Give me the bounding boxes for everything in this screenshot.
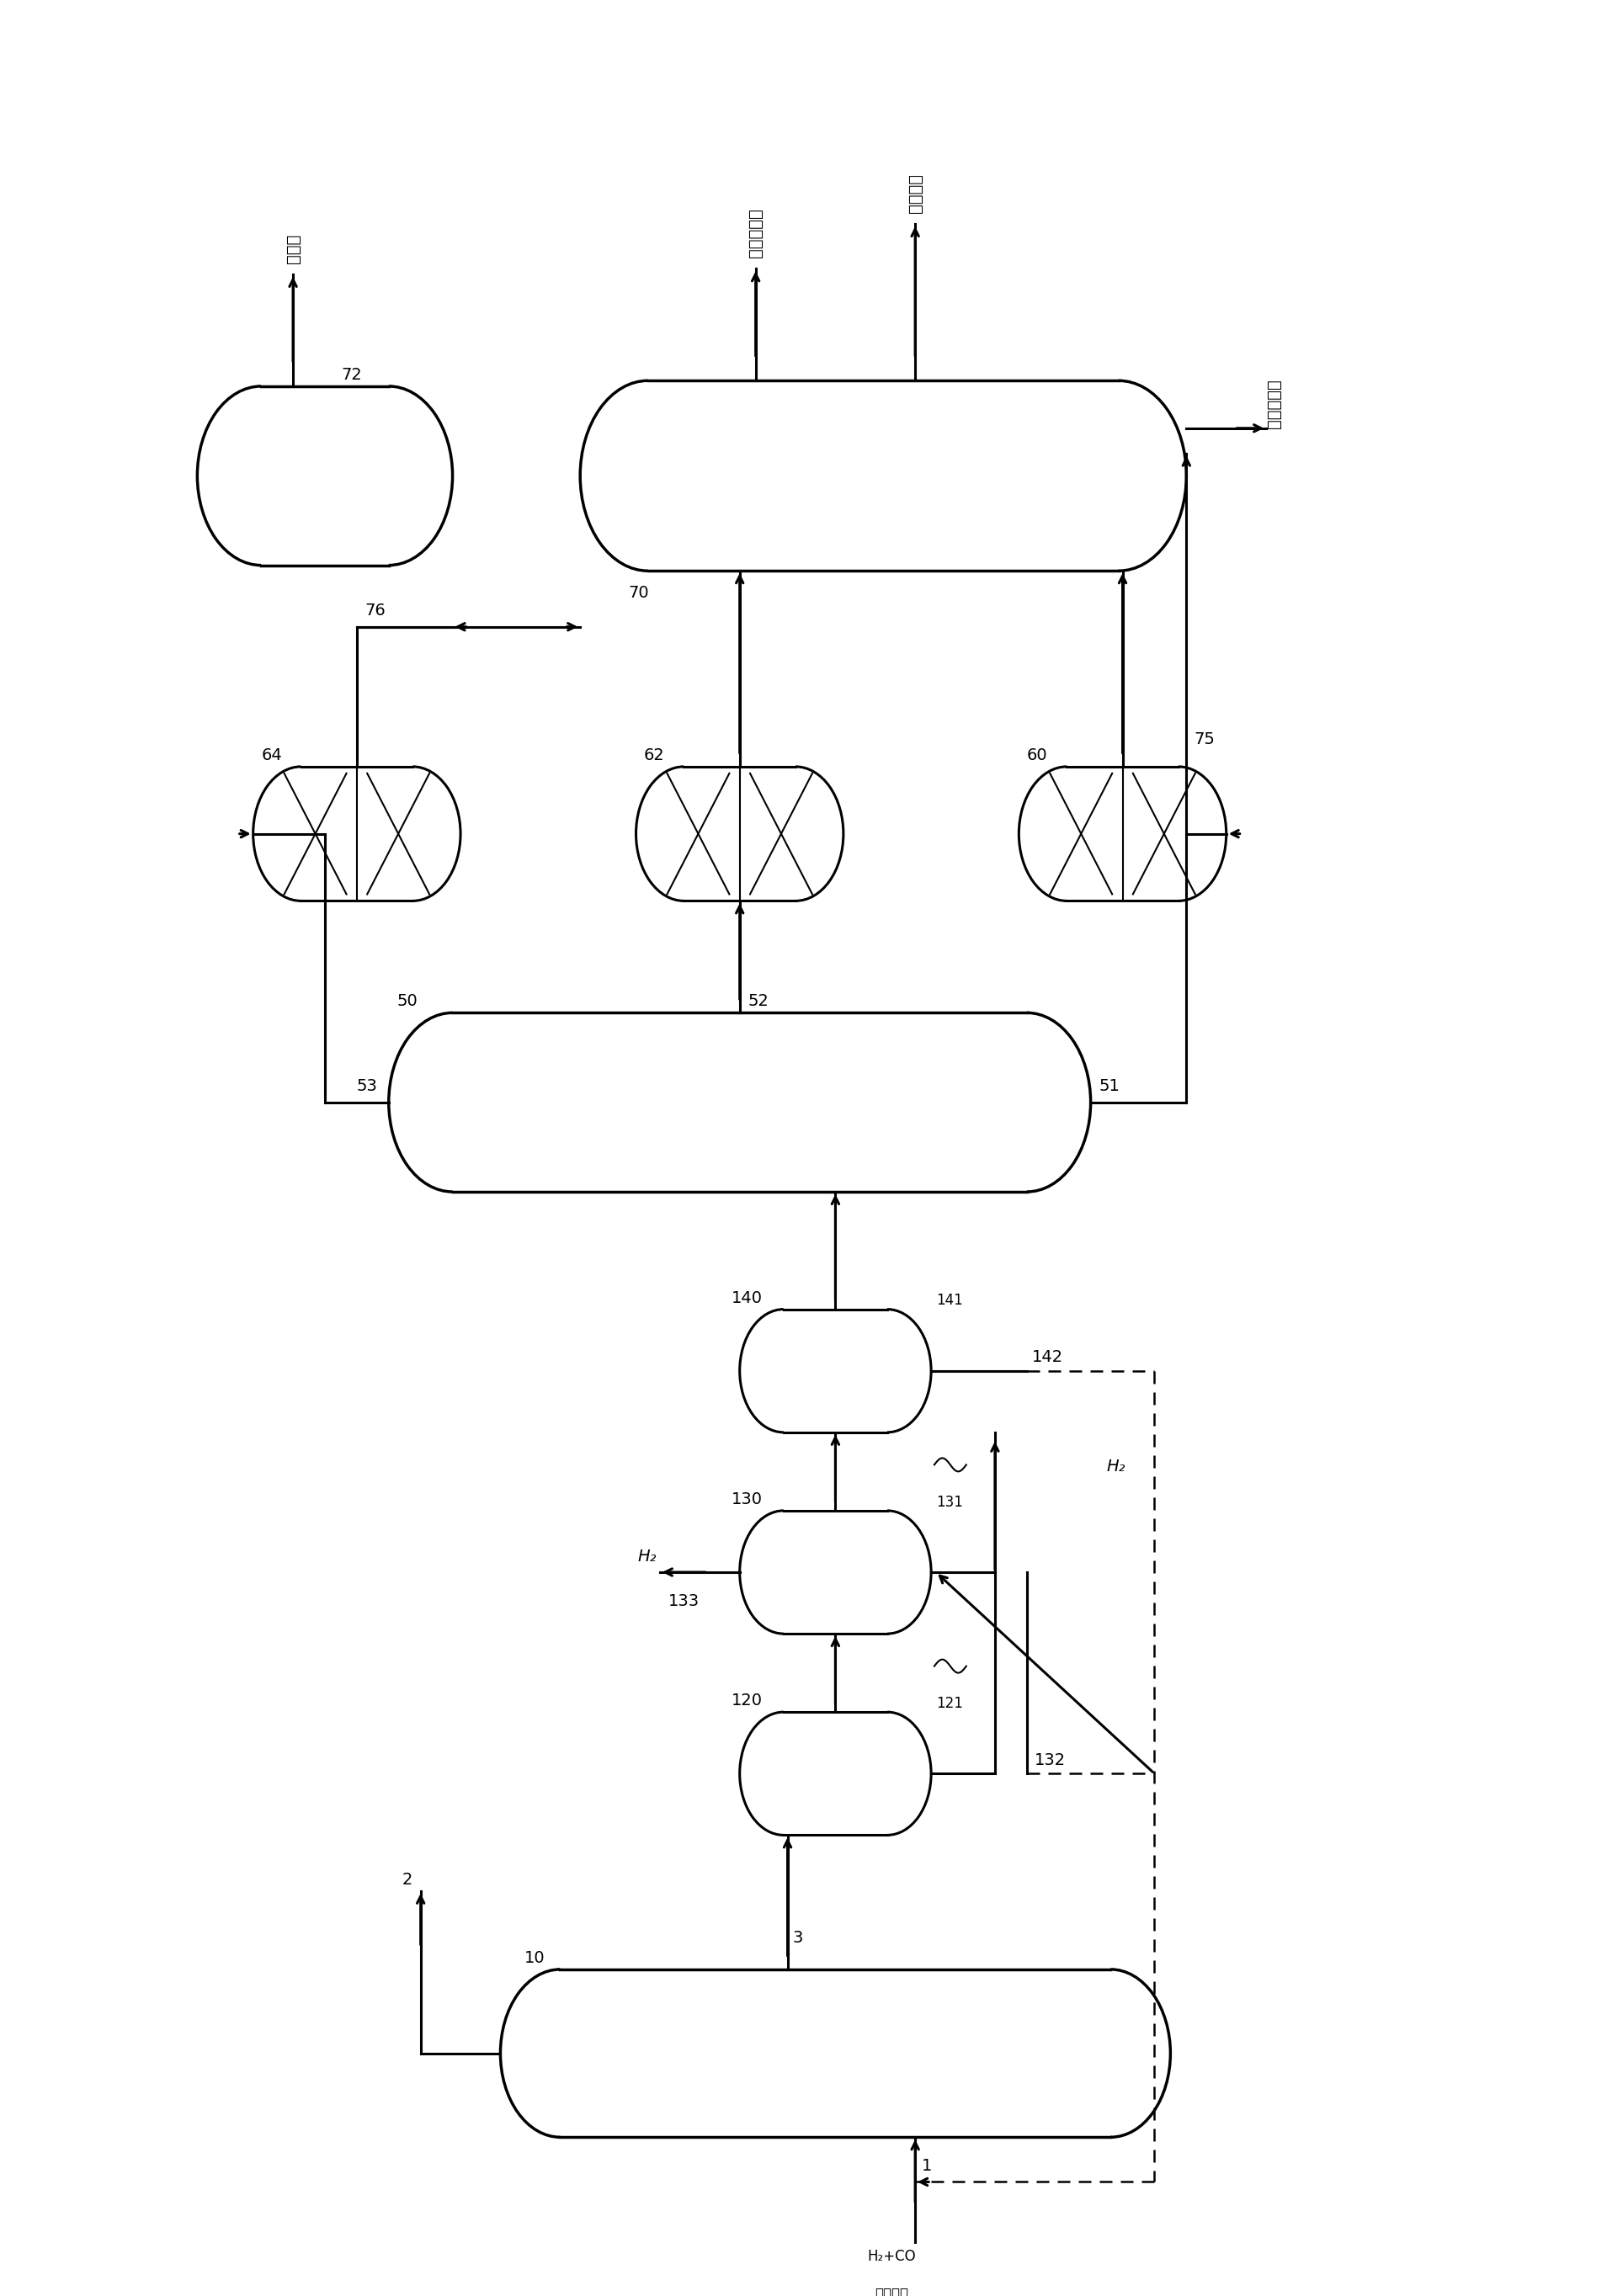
Text: 粗柴油馏分: 粗柴油馏分 xyxy=(1266,379,1282,427)
Wedge shape xyxy=(887,1511,930,1635)
Bar xyxy=(561,1970,1110,2138)
Wedge shape xyxy=(739,1713,784,1835)
Wedge shape xyxy=(500,1970,561,2138)
Text: 53: 53 xyxy=(357,1079,378,1095)
Bar xyxy=(1067,767,1178,900)
Wedge shape xyxy=(636,767,685,900)
Text: 營油馏分: 營油馏分 xyxy=(908,172,922,214)
Bar xyxy=(453,1013,1027,1192)
Bar xyxy=(301,767,413,900)
Text: 120: 120 xyxy=(731,1692,763,1708)
Text: 60: 60 xyxy=(1027,746,1048,762)
Text: H₂+CO: H₂+CO xyxy=(868,2248,916,2264)
Text: 141: 141 xyxy=(935,1293,963,1309)
Bar xyxy=(784,1713,887,1835)
Wedge shape xyxy=(1118,381,1186,572)
Wedge shape xyxy=(887,1713,930,1835)
Wedge shape xyxy=(1027,1013,1091,1192)
Wedge shape xyxy=(1110,1970,1170,2138)
Wedge shape xyxy=(887,1309,930,1433)
Bar xyxy=(784,1309,887,1433)
Text: 133: 133 xyxy=(669,1593,699,1609)
Wedge shape xyxy=(389,1013,453,1192)
Text: 70: 70 xyxy=(628,585,649,602)
Text: 62: 62 xyxy=(644,746,665,762)
Bar xyxy=(685,767,795,900)
Wedge shape xyxy=(1019,767,1067,900)
Text: 75: 75 xyxy=(1194,732,1215,748)
Text: 130: 130 xyxy=(731,1492,763,1506)
Text: H₂: H₂ xyxy=(638,1548,657,1564)
Wedge shape xyxy=(739,1309,784,1433)
Wedge shape xyxy=(198,386,260,565)
Text: 131: 131 xyxy=(935,1495,963,1508)
Text: 3: 3 xyxy=(792,1931,804,1947)
Text: 2: 2 xyxy=(402,1871,413,1887)
Text: 石脑油馏分: 石脑油馏分 xyxy=(747,209,763,257)
Text: 合成气体: 合成气体 xyxy=(874,2287,908,2296)
Wedge shape xyxy=(1178,767,1226,900)
Wedge shape xyxy=(254,767,301,900)
Text: 52: 52 xyxy=(747,994,768,1010)
Text: 火炉气: 火炉气 xyxy=(284,234,301,264)
Text: 1: 1 xyxy=(921,2158,932,2174)
Text: 140: 140 xyxy=(731,1290,763,1306)
Wedge shape xyxy=(580,381,648,572)
Text: 10: 10 xyxy=(524,1949,545,1965)
Text: H₂: H₂ xyxy=(1107,1458,1125,1474)
Text: 51: 51 xyxy=(1099,1079,1120,1095)
Text: 72: 72 xyxy=(341,367,362,383)
Bar xyxy=(260,386,389,565)
Bar xyxy=(648,381,1118,572)
Text: 142: 142 xyxy=(1032,1350,1062,1366)
Text: 64: 64 xyxy=(260,746,281,762)
Wedge shape xyxy=(739,1511,784,1635)
Bar xyxy=(784,1511,887,1635)
Text: 50: 50 xyxy=(397,994,418,1010)
Wedge shape xyxy=(413,767,461,900)
Text: 132: 132 xyxy=(1035,1752,1065,1768)
Text: 121: 121 xyxy=(935,1697,963,1711)
Wedge shape xyxy=(795,767,844,900)
Wedge shape xyxy=(389,386,453,565)
Text: 76: 76 xyxy=(365,604,386,620)
